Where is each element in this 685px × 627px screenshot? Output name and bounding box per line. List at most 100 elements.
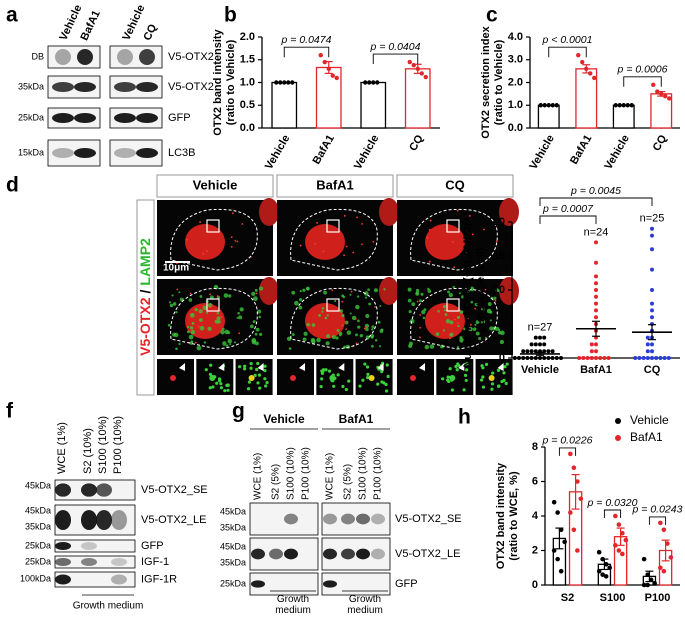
otx2-dot — [341, 324, 344, 326]
lamp2-dot — [325, 341, 330, 346]
blot-band — [55, 49, 71, 65]
otx2-dot — [346, 321, 349, 323]
data-point — [616, 548, 622, 553]
otx2-dot — [410, 375, 416, 381]
lamp2-dot — [409, 320, 412, 323]
lamp2-dot — [225, 344, 229, 347]
data-point — [603, 562, 609, 567]
data-point — [588, 71, 593, 76]
lamp2-dot — [475, 320, 480, 325]
otx2-dot — [202, 252, 205, 255]
lamp2-dot — [355, 333, 358, 337]
lamp2-dot — [361, 378, 365, 382]
data-point — [411, 63, 416, 68]
data-point — [663, 93, 668, 99]
row-label: V5-OTX2_LE — [141, 514, 206, 526]
data-point — [538, 335, 542, 340]
lamp2-dot — [463, 373, 468, 377]
blot-band — [136, 148, 158, 158]
otx2-dot — [361, 243, 363, 246]
lamp2-dot — [447, 290, 450, 294]
lamp2-dot — [175, 311, 178, 314]
lamp2-dot — [204, 368, 208, 372]
row-label: V5-OTX2_LE — [395, 548, 460, 560]
lamp2-dot — [347, 379, 351, 383]
data-point — [617, 103, 622, 108]
row-label: V5-OTX2 — [168, 51, 214, 63]
lamp2-dot — [384, 389, 389, 393]
panel-label: c — [486, 4, 498, 27]
lamp2-dot — [196, 345, 202, 351]
otx2-dot — [419, 326, 422, 329]
row-label: IGF-1R — [141, 573, 177, 585]
column-label: S100 (10%) — [286, 447, 297, 500]
data-point — [650, 356, 654, 360]
data-point — [546, 356, 551, 360]
y-axis-label: puncta (per cell) — [475, 247, 487, 332]
lamp2-dot — [496, 368, 501, 372]
lamp2-dot — [490, 387, 494, 391]
data-point — [607, 565, 612, 571]
lamp2-dot — [198, 309, 203, 314]
data-point — [645, 572, 650, 577]
nucleus — [305, 303, 345, 339]
arrowhead — [299, 363, 305, 371]
lamp2-dot — [288, 347, 292, 350]
column-header — [396, 174, 514, 198]
lamp2-dot — [339, 333, 342, 337]
nucleus — [379, 277, 399, 305]
data-point — [667, 96, 672, 101]
blot-band — [341, 548, 355, 560]
data-point — [596, 568, 602, 574]
lamp2-dot — [323, 290, 327, 295]
otx2-dot — [230, 245, 233, 248]
column-label: S100 (10%) — [358, 447, 369, 500]
lamp2-dot — [225, 383, 229, 388]
data-point — [577, 356, 582, 360]
lamp2-dot — [444, 313, 448, 317]
lamp2-dot — [442, 329, 445, 332]
blot-band — [96, 483, 112, 497]
column-label: S2 (5%) — [343, 464, 354, 500]
otx2-dot — [428, 260, 431, 263]
data-point — [650, 226, 654, 231]
row-label: V5-OTX2_SE — [141, 484, 208, 496]
data-point — [551, 499, 557, 505]
y-axis-label: Number of OTX2(+);LAMP2(+) — [462, 212, 474, 368]
data-point — [589, 342, 594, 347]
lamp2-dot — [368, 302, 372, 306]
otx2-dot — [453, 266, 456, 269]
y-axis-label: OTX2 band intensity — [495, 462, 507, 569]
data-point — [613, 513, 618, 519]
otx2-dot — [426, 236, 429, 239]
x-tick-label: CQ — [651, 133, 670, 154]
stain-green: LAMP2 — [137, 238, 153, 286]
nucleus — [499, 277, 519, 305]
lamp2-dot — [383, 288, 386, 291]
data-point — [330, 73, 335, 78]
lamp2-dot — [378, 345, 382, 348]
lamp2-dot — [366, 372, 370, 376]
legend-marker — [615, 418, 621, 424]
data-point — [538, 103, 543, 108]
lamp2-dot — [233, 341, 237, 344]
p-value: p = 0.0404 — [370, 41, 421, 53]
data-point — [286, 80, 291, 85]
data-point — [542, 103, 547, 108]
lamp2-dot — [472, 327, 477, 331]
lamp2-dot — [481, 307, 485, 312]
significance-bracket — [623, 76, 662, 87]
p-value: p = 0.0045 — [570, 185, 621, 197]
lamp2-dot — [336, 328, 340, 332]
otx2-dot — [234, 239, 237, 242]
column-label: WCE (1%) — [56, 422, 68, 474]
column-label: CQ — [445, 177, 465, 192]
data-point — [550, 356, 555, 360]
otx2-dot — [343, 254, 345, 256]
lamp2-dot — [228, 294, 232, 298]
lamp2-dot — [167, 323, 171, 327]
lamp2-dot — [298, 305, 303, 310]
lamp2-dot — [209, 295, 214, 300]
otx2-dot — [248, 375, 255, 381]
lamp2-dot — [427, 287, 430, 291]
